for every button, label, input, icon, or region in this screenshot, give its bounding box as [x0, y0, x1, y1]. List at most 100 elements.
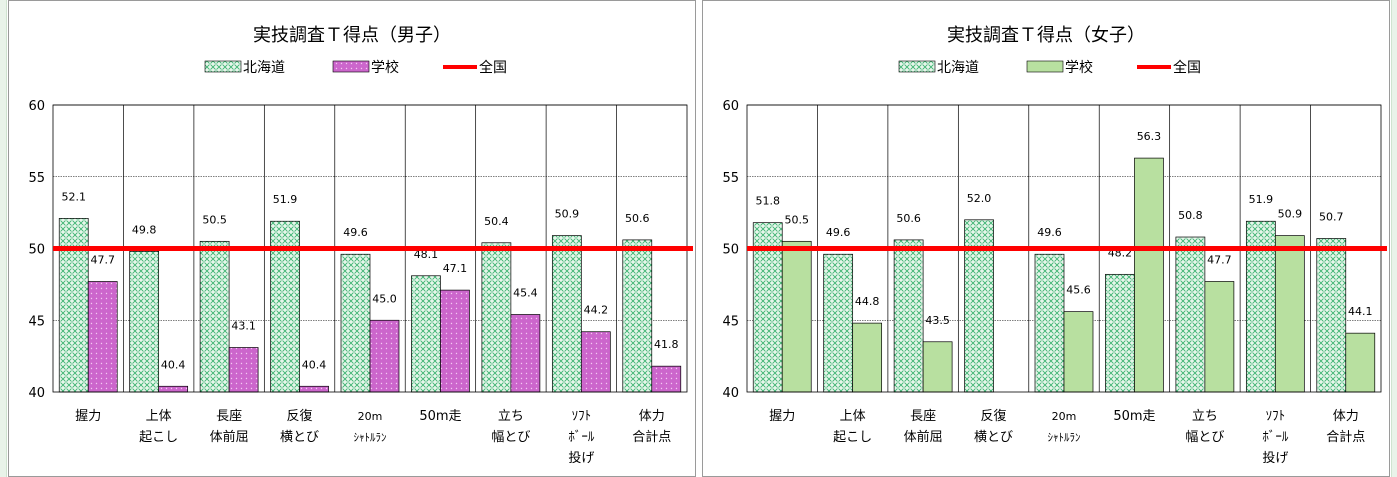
bar-hokkaido	[129, 251, 160, 393]
x-category-label: 20m ｼｬﾄﾙﾗﾝ	[354, 410, 387, 444]
data-label-hokkaido: 50.5	[202, 213, 227, 226]
data-label-school: 43.5	[925, 314, 950, 327]
legend-label-hokkaido: 北海道	[937, 60, 979, 76]
data-label-school: 47.7	[1207, 254, 1232, 267]
data-label-school: 50.9	[1278, 208, 1303, 221]
boys-chart: 実技調査Ｔ得点（男子） 北海道 学校 全国 40 45 50 55 60 52.1 47.7 49.8…	[28, 25, 693, 466]
bar-school	[1134, 157, 1164, 393]
window-edge-left	[0, 0, 7, 477]
data-label-hokkaido: 49.6	[1037, 226, 1062, 239]
girls-chart: 実技調査Ｔ得点（女子） 北海道 学校 全国 40 45 50 55 60 51.8 50.5 49.6…	[722, 25, 1387, 466]
data-label-hokkaido: 50.7	[1319, 210, 1344, 223]
bar-hokkaido	[1175, 236, 1206, 393]
data-label-school: 45.6	[1066, 284, 1091, 297]
data-label-hokkaido: 50.8	[1178, 209, 1203, 222]
bar-school	[87, 281, 118, 393]
legend-label-national: 全国	[479, 59, 507, 76]
window-edge-right	[1391, 0, 1397, 477]
bar-school	[1204, 281, 1235, 393]
bar-school	[299, 385, 329, 393]
bar-school	[1274, 235, 1305, 393]
data-label-school: 44.1	[1348, 305, 1373, 318]
data-label-hokkaido: 49.8	[132, 223, 157, 236]
legend: 北海道 学校 全国	[204, 59, 507, 76]
y-tick-label: 45	[28, 314, 45, 329]
bar-school	[440, 289, 470, 393]
bar-school	[1063, 311, 1094, 393]
bar-school	[228, 347, 259, 393]
bar-hokkaido	[964, 219, 994, 393]
x-category-label: 立ち幅とび	[1185, 409, 1224, 445]
x-category-label: 反復横とび	[280, 408, 319, 445]
x-category-label: 長座体前屈	[904, 409, 943, 445]
x-category-label: ｿﾌﾄﾎﾞｰﾙ投げ	[1262, 409, 1289, 466]
chart-title: 実技調査Ｔ得点（男子）	[253, 25, 451, 46]
y-tick-label: 45	[722, 314, 739, 329]
bar-school	[922, 341, 953, 393]
data-label-school: 50.5	[784, 213, 809, 226]
chart-title: 実技調査Ｔ得点（女子）	[947, 25, 1145, 46]
legend-swatch-school	[1026, 60, 1064, 73]
data-label-hokkaido: 49.6	[826, 226, 851, 239]
data-label-school: 45.0	[372, 292, 397, 305]
bar-hokkaido	[340, 253, 371, 393]
data-label-school: 43.1	[231, 320, 256, 333]
data-label-hokkaido: 52.0	[967, 192, 992, 205]
data-label-hokkaido: 50.9	[555, 208, 580, 221]
y-tick-label: 60	[722, 99, 739, 114]
x-category-label: 立ち幅とび	[491, 409, 530, 445]
x-category-label: 体力合計点	[632, 409, 671, 445]
bar-hokkaido	[622, 239, 653, 393]
y-tick-label: 40	[28, 386, 45, 401]
data-label-school: 45.4	[513, 287, 538, 300]
x-category-label: 長座体前屈	[210, 409, 249, 445]
x-category-label: 20m ｼｬﾄﾙﾗﾝ	[1048, 410, 1081, 444]
x-category-label: 握力	[769, 409, 795, 424]
bar-school	[651, 365, 682, 393]
boys-chart-panel: 実技調査Ｔ得点（男子） 北海道 学校 全国 40 45 50 55 60 52.1 47.7 49.8…	[8, 0, 696, 477]
data-label-school: 47.1	[443, 262, 468, 275]
bar-school	[158, 385, 189, 393]
data-label-school: 40.4	[161, 358, 186, 371]
data-label-hokkaido: 50.4	[484, 215, 509, 228]
x-category-label: 握力	[75, 409, 101, 424]
bar-school	[510, 314, 541, 393]
bar-hokkaido	[1034, 253, 1065, 393]
data-label-school: 44.8	[855, 295, 880, 308]
y-tick-label: 55	[722, 171, 739, 186]
data-label-hokkaido: 52.1	[61, 190, 86, 203]
data-label-hokkaido: 50.6	[896, 212, 921, 225]
legend-swatch-school	[332, 60, 370, 73]
x-category-label: 50m走	[1113, 409, 1155, 424]
bar-hokkaido	[551, 235, 582, 393]
legend-label-school: 学校	[371, 59, 399, 76]
y-tick-label: 55	[28, 171, 45, 186]
girls-chart-panel: 実技調査Ｔ得点（女子） 北海道 学校 全国 40 45 50 55 60 51.8 50.5 49.6…	[702, 0, 1390, 477]
data-label-school: 44.2	[584, 304, 609, 317]
legend-swatch-hokkaido	[204, 60, 242, 73]
data-label-school: 56.3	[1137, 130, 1162, 143]
bar-hokkaido	[1105, 273, 1135, 393]
x-category-label: 上体起こし	[139, 409, 178, 445]
legend: 北海道 学校 全国	[898, 59, 1201, 76]
bar-school	[1345, 332, 1376, 393]
bar-hokkaido	[199, 240, 230, 393]
data-label-hokkaido: 49.6	[343, 226, 368, 239]
data-label-school: 40.4	[302, 358, 327, 371]
x-category-label: 上体起こし	[833, 409, 872, 445]
data-label-hokkaido: 50.6	[625, 212, 650, 225]
bar-hokkaido	[893, 239, 924, 393]
y-tick-label: 50	[722, 243, 739, 258]
bar-hokkaido	[823, 253, 854, 393]
data-label-hokkaido: 48.1	[414, 248, 439, 261]
x-category-label: 体力合計点	[1326, 409, 1365, 445]
bar-hokkaido	[481, 242, 512, 393]
bar-hokkaido	[411, 275, 441, 393]
bar-school	[580, 331, 611, 393]
bar-school	[369, 319, 400, 393]
data-label-hokkaido: 51.9	[273, 193, 298, 206]
bar-hokkaido	[58, 218, 89, 393]
data-label-school: 47.7	[90, 254, 115, 267]
y-tick-label: 60	[28, 99, 45, 114]
x-category-label: ｿﾌﾄﾎﾞｰﾙ投げ	[568, 409, 595, 466]
